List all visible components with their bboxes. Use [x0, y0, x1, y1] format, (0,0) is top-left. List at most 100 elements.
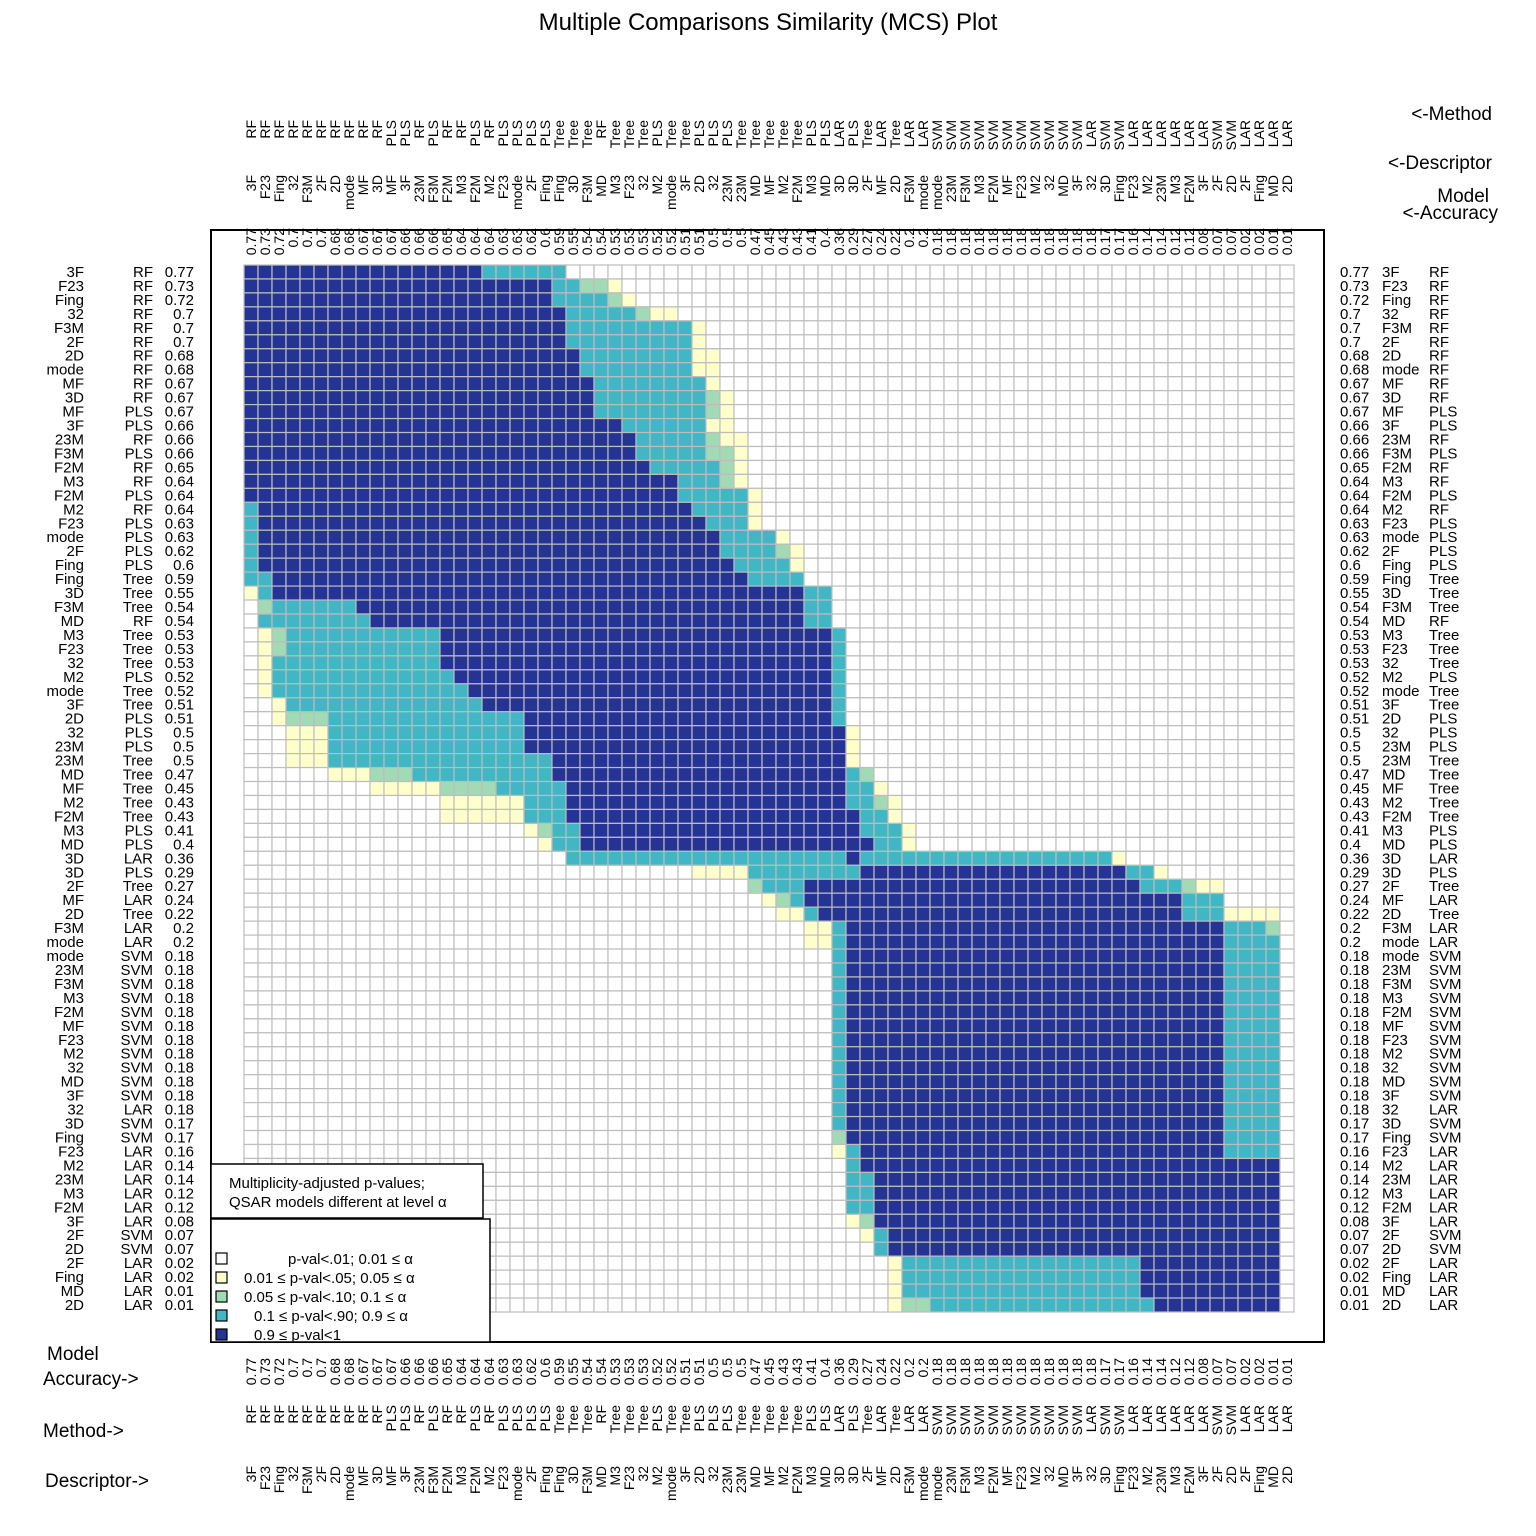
heatmap-cell [523, 1074, 539, 1090]
heatmap-cell [551, 697, 567, 713]
heatmap-cell [551, 529, 567, 545]
heatmap-cell [1209, 711, 1225, 727]
heatmap-cell [579, 641, 595, 657]
heatmap-cell [929, 1171, 945, 1187]
heatmap-cell [915, 543, 931, 559]
heatmap-cell [831, 920, 847, 936]
heatmap-cell [845, 948, 861, 964]
heatmap-cell [509, 1060, 525, 1076]
heatmap-cell [285, 627, 301, 643]
heatmap-cell [467, 445, 483, 462]
heatmap-cell [1083, 362, 1099, 378]
heatmap-cell [817, 836, 833, 852]
heatmap-cell [285, 1018, 301, 1034]
heatmap-cell [1265, 711, 1281, 727]
heatmap-cell [705, 725, 721, 741]
heatmap-cell [635, 766, 651, 783]
heatmap-cell [313, 920, 329, 936]
heatmap-cell [915, 641, 931, 657]
heatmap-cell [1251, 571, 1267, 587]
heatmap-cell [677, 1088, 693, 1104]
heatmap-cell [1153, 906, 1169, 922]
heatmap-cell [1013, 1129, 1029, 1146]
heatmap-cell [579, 683, 595, 699]
heatmap-cell [467, 1018, 483, 1034]
heatmap-cell [1041, 529, 1057, 545]
heatmap-cell [341, 362, 357, 378]
heatmap-cell [1237, 599, 1253, 615]
heatmap-cell [537, 459, 553, 476]
heatmap-cell [929, 278, 945, 294]
heatmap-cell [1167, 404, 1183, 420]
heatmap-cell [495, 348, 511, 364]
heatmap-cell [859, 599, 875, 615]
heatmap-cell [1041, 934, 1057, 950]
heatmap-cell [1195, 362, 1211, 378]
heatmap-cell [733, 487, 749, 503]
heatmap-cell [929, 613, 945, 629]
heatmap-cell [355, 445, 371, 462]
heatmap-cell [649, 878, 665, 894]
heatmap-cell [257, 529, 273, 545]
heatmap-cell [733, 794, 749, 811]
heatmap-cell [985, 473, 1001, 489]
heatmap-cell [1041, 334, 1057, 350]
heatmap-cell [1223, 1101, 1239, 1118]
heatmap-cell [341, 711, 357, 727]
heatmap-cell [733, 390, 749, 406]
heatmap-cell [957, 711, 973, 727]
heatmap-cell [649, 390, 665, 406]
heatmap-cell [1153, 306, 1169, 322]
heatmap-cell [929, 1004, 945, 1020]
heatmap-cell [397, 417, 413, 434]
heatmap-cell [481, 655, 497, 671]
heatmap-cell [313, 529, 329, 545]
heatmap-cell [537, 739, 553, 755]
heatmap-cell [705, 794, 721, 811]
heatmap-cell [635, 487, 651, 503]
heatmap-cell [789, 431, 805, 448]
heatmap-cell [663, 1115, 679, 1132]
heatmap-cell [397, 543, 413, 559]
heatmap-cell [649, 822, 665, 838]
heatmap-cell [313, 515, 329, 531]
heatmap-cell [1013, 878, 1029, 894]
heatmap-cell [761, 585, 777, 601]
heatmap-cell [789, 892, 805, 908]
heatmap-cell [1125, 417, 1141, 434]
heatmap-cell [1083, 515, 1099, 531]
heatmap-cell [1139, 780, 1155, 797]
heatmap-cell [719, 1018, 735, 1034]
heatmap-cell [985, 934, 1001, 950]
heatmap-cell [649, 711, 665, 727]
heatmap-cell [1055, 990, 1071, 1006]
heatmap-cell [1195, 529, 1211, 545]
heatmap-cell [495, 445, 511, 462]
heatmap-cell [677, 641, 693, 657]
heatmap-cell [1013, 752, 1029, 769]
heatmap-cell [593, 585, 609, 601]
heatmap-cell [1237, 348, 1253, 364]
heatmap-cell [1153, 739, 1169, 755]
heatmap-cell [1237, 794, 1253, 811]
heatmap-cell [1279, 459, 1295, 476]
heatmap-cell [971, 376, 987, 392]
heatmap-cell [733, 1143, 749, 1160]
heatmap-cell [621, 571, 637, 587]
heatmap-cell [607, 599, 623, 615]
heatmap-cell [635, 739, 651, 755]
heatmap-cell [1027, 376, 1043, 392]
heatmap-cell [803, 808, 819, 825]
heatmap-cell [1069, 766, 1085, 783]
heatmap-cell [313, 808, 329, 825]
heatmap-cell [383, 711, 399, 727]
heatmap-cell [257, 473, 273, 489]
heatmap-cell [1195, 1032, 1211, 1048]
heatmap-cell [691, 878, 707, 894]
heatmap-cell [383, 320, 399, 336]
heatmap-cell [481, 1088, 497, 1104]
heatmap-cell [257, 1101, 273, 1118]
heatmap-cell [719, 850, 735, 866]
heatmap-cell [579, 739, 595, 755]
heatmap-cell [411, 962, 427, 978]
